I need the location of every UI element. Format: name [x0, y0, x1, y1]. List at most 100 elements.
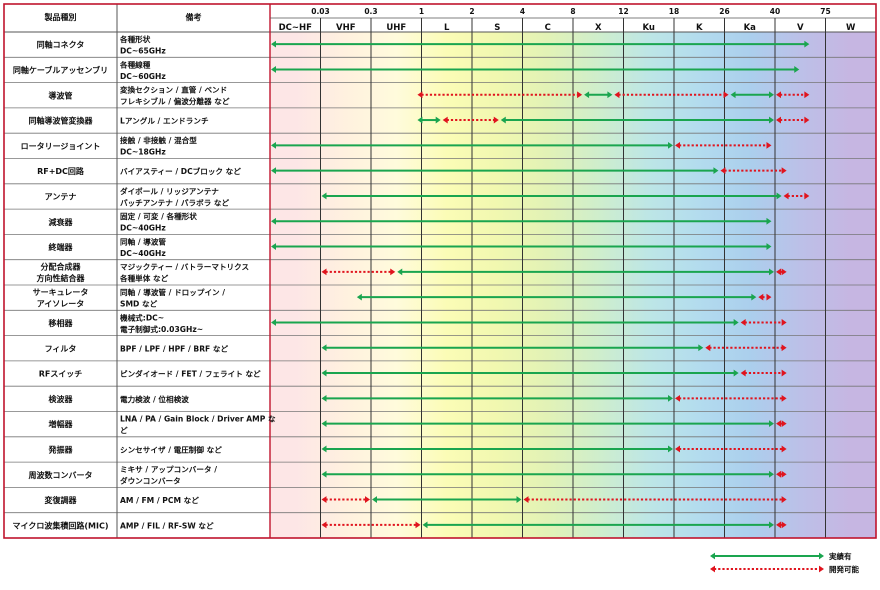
achieved-arrow [417, 116, 441, 124]
product-name: 同軸コネクタ [37, 40, 85, 50]
product-name: 同軸ケーブルアッセンブリ [13, 65, 108, 75]
remarks-text: 各種線種 [119, 59, 151, 69]
band-label: V [797, 23, 804, 33]
boundary-label: 0.03 [311, 7, 330, 16]
boundary-label: 4 [520, 7, 525, 16]
achieved-arrow [271, 243, 772, 250]
remarks-text: SMD など [120, 299, 158, 309]
possible-arrow [417, 91, 583, 99]
product-name: 発振器 [48, 444, 74, 454]
remarks-text: LNA / PA / Gain Block / Driver AMP な [120, 415, 276, 424]
possible-arrow [740, 319, 787, 326]
band-label: Ka [744, 23, 757, 33]
product-name: 周波数コンバータ [29, 470, 93, 480]
boundary-label: 8 [570, 7, 575, 16]
remarks-text: フレキシブル / 偏波分離器 など [120, 96, 230, 106]
remarks-text: DC~18GHz [120, 148, 166, 157]
achieved-arrow [271, 66, 800, 73]
achieved-arrow [271, 167, 719, 175]
product-name: 減衰器 [49, 217, 74, 227]
achieved-arrow [321, 420, 774, 428]
boundary-label: 75 [820, 7, 830, 16]
possible-arrow [740, 369, 787, 377]
boundary-label: 12 [618, 7, 628, 16]
achieved-arrow [321, 369, 739, 377]
achieved-arrow [271, 141, 673, 149]
remarks-text: DC~40GHz [120, 249, 166, 258]
remarks-text: DC~40GHz [120, 224, 166, 233]
product-name: 変復調器 [45, 495, 78, 505]
remarks-text: DC~60GHz [120, 72, 166, 81]
band-label: UHF [386, 23, 406, 33]
remarks-text: パッチアンテナ / パラボラ など [120, 197, 230, 207]
remarks-text: マジックティー / バトラーマトリクス [120, 262, 250, 272]
boundary-label: 18 [669, 7, 679, 16]
remarks-text: 同軸 / 導波管 / ドロップイン / [120, 287, 225, 297]
band-label: C [545, 23, 551, 33]
achieved-arrow [271, 217, 772, 225]
product-name: ロータリージョイント [21, 141, 101, 151]
remarks-text: 接触 / 非接触 / 混合型 [120, 135, 197, 145]
achieved-arrow [730, 91, 774, 99]
boundary-label: 26 [719, 7, 729, 16]
possible-arrow [783, 192, 810, 200]
remarks-text: ど [120, 425, 128, 435]
capability-arrows [271, 40, 810, 529]
remarks-text: 固定 / 可変 / 各種形状 [120, 211, 197, 221]
table-grid [3, 3, 877, 539]
product-name: アンテナ [45, 192, 77, 201]
remarks-text: 電力検波 / 位相検波 [120, 394, 189, 404]
band-label: S [494, 23, 500, 33]
band-label: L [444, 23, 450, 33]
product-name: RFスイッチ [39, 370, 83, 379]
boundary-label: 1 [419, 7, 424, 16]
possible-arrow [321, 268, 396, 276]
possible-arrow [442, 116, 499, 124]
possible-arrow [758, 293, 772, 301]
header-remarks: 備考 [186, 12, 202, 22]
possible-arrow [720, 167, 787, 175]
remarks-text: 同軸 / 導波管 [120, 236, 166, 246]
remarks-text: バイアスティー / DCブロック など [120, 166, 241, 176]
possible-arrow [776, 268, 787, 276]
possible-arrow [321, 521, 421, 529]
achieved-arrow [372, 496, 522, 503]
achieved-arrow [500, 116, 774, 124]
achieved-arrow [321, 192, 782, 200]
product-name: 検波器 [49, 394, 74, 404]
remarks-text: ダウンコンバータ [120, 476, 181, 486]
product-name: 導波管 [49, 90, 73, 100]
band-label: Ku [643, 23, 656, 33]
possible-arrow [776, 116, 810, 124]
possible-arrow [523, 496, 787, 503]
achieved-arrow [422, 521, 774, 529]
legend-label: 開発可能 [829, 564, 859, 574]
achieved-arrow [321, 470, 774, 478]
remarks-text: AMP / FIL / RF-SW など [120, 520, 214, 530]
band-label: K [696, 23, 703, 33]
achieved-arrow [584, 91, 613, 99]
possible-arrow [675, 141, 772, 149]
remarks-text: 変換セクション / 直管 / ベンド [120, 85, 227, 95]
remarks-text: 各種単体 など [119, 273, 169, 283]
possible-arrow [776, 470, 787, 478]
product-name: サーキュレータ [33, 287, 89, 297]
remarks-text: BPF / LPF / HPF / BRF など [120, 343, 228, 353]
product-name: 増幅器 [49, 419, 74, 429]
possible-arrow [705, 344, 787, 352]
possible-arrow [776, 420, 787, 428]
product-name: 移相器 [49, 318, 74, 328]
remarks-text: 各種形状 [119, 34, 151, 44]
achieved-arrow [271, 40, 810, 48]
boundary-label: 2 [469, 7, 474, 16]
achieved-arrow [271, 319, 739, 326]
remarks-text: ミキサ / アップコンバータ / [120, 464, 217, 474]
possible-arrow [776, 521, 787, 529]
remarks-text: DC~65GHz [120, 47, 166, 56]
band-label: DC~HF [279, 23, 313, 33]
remarks-text: ダイポール / リッジアンテナ [120, 186, 219, 196]
achieved-arrow [356, 293, 757, 301]
